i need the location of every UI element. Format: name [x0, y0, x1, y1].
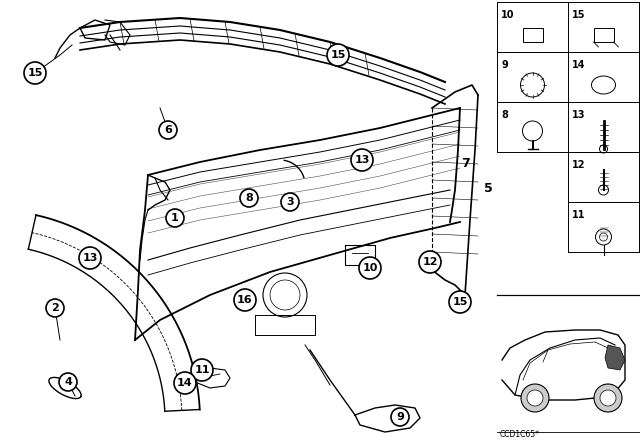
Circle shape [521, 384, 549, 412]
Circle shape [594, 384, 622, 412]
Bar [593, 28, 614, 42]
Circle shape [449, 291, 471, 313]
Text: 6: 6 [164, 125, 172, 135]
Text: 15: 15 [452, 297, 468, 307]
Text: 10: 10 [362, 263, 378, 273]
Circle shape [24, 62, 46, 84]
Circle shape [419, 251, 441, 273]
Text: 15: 15 [572, 10, 586, 20]
Text: 8: 8 [245, 193, 253, 203]
Circle shape [79, 247, 101, 269]
Text: 9: 9 [396, 412, 404, 422]
Circle shape [159, 121, 177, 139]
Text: 14: 14 [572, 60, 586, 70]
Circle shape [527, 390, 543, 406]
Circle shape [191, 359, 213, 381]
Text: 7: 7 [461, 156, 469, 169]
Circle shape [240, 189, 258, 207]
Text: 3: 3 [286, 197, 294, 207]
Text: 4: 4 [64, 377, 72, 387]
Circle shape [166, 209, 184, 227]
Text: 10: 10 [501, 10, 515, 20]
Text: 12: 12 [422, 257, 438, 267]
Text: 15: 15 [28, 68, 43, 78]
Text: 5: 5 [484, 181, 492, 194]
Text: 1: 1 [171, 213, 179, 223]
Circle shape [234, 289, 256, 311]
Text: 2: 2 [51, 303, 59, 313]
Circle shape [391, 408, 409, 426]
Text: 9: 9 [501, 60, 508, 70]
Circle shape [281, 193, 299, 211]
Text: 15: 15 [330, 50, 346, 60]
Bar [522, 28, 543, 42]
Text: 13: 13 [572, 110, 586, 120]
Circle shape [174, 372, 196, 394]
Text: 13: 13 [83, 253, 98, 263]
Polygon shape [605, 345, 625, 370]
Circle shape [327, 44, 349, 66]
Circle shape [59, 373, 77, 391]
Text: 8: 8 [501, 110, 508, 120]
Text: 12: 12 [572, 160, 586, 170]
Circle shape [600, 390, 616, 406]
Text: 11: 11 [572, 210, 586, 220]
Text: 14: 14 [177, 378, 193, 388]
Text: 13: 13 [355, 155, 370, 165]
Text: 16: 16 [237, 295, 253, 305]
Circle shape [46, 299, 64, 317]
Circle shape [359, 257, 381, 279]
Circle shape [351, 149, 373, 171]
Text: 11: 11 [195, 365, 210, 375]
Text: CCD1C65*: CCD1C65* [500, 430, 540, 439]
